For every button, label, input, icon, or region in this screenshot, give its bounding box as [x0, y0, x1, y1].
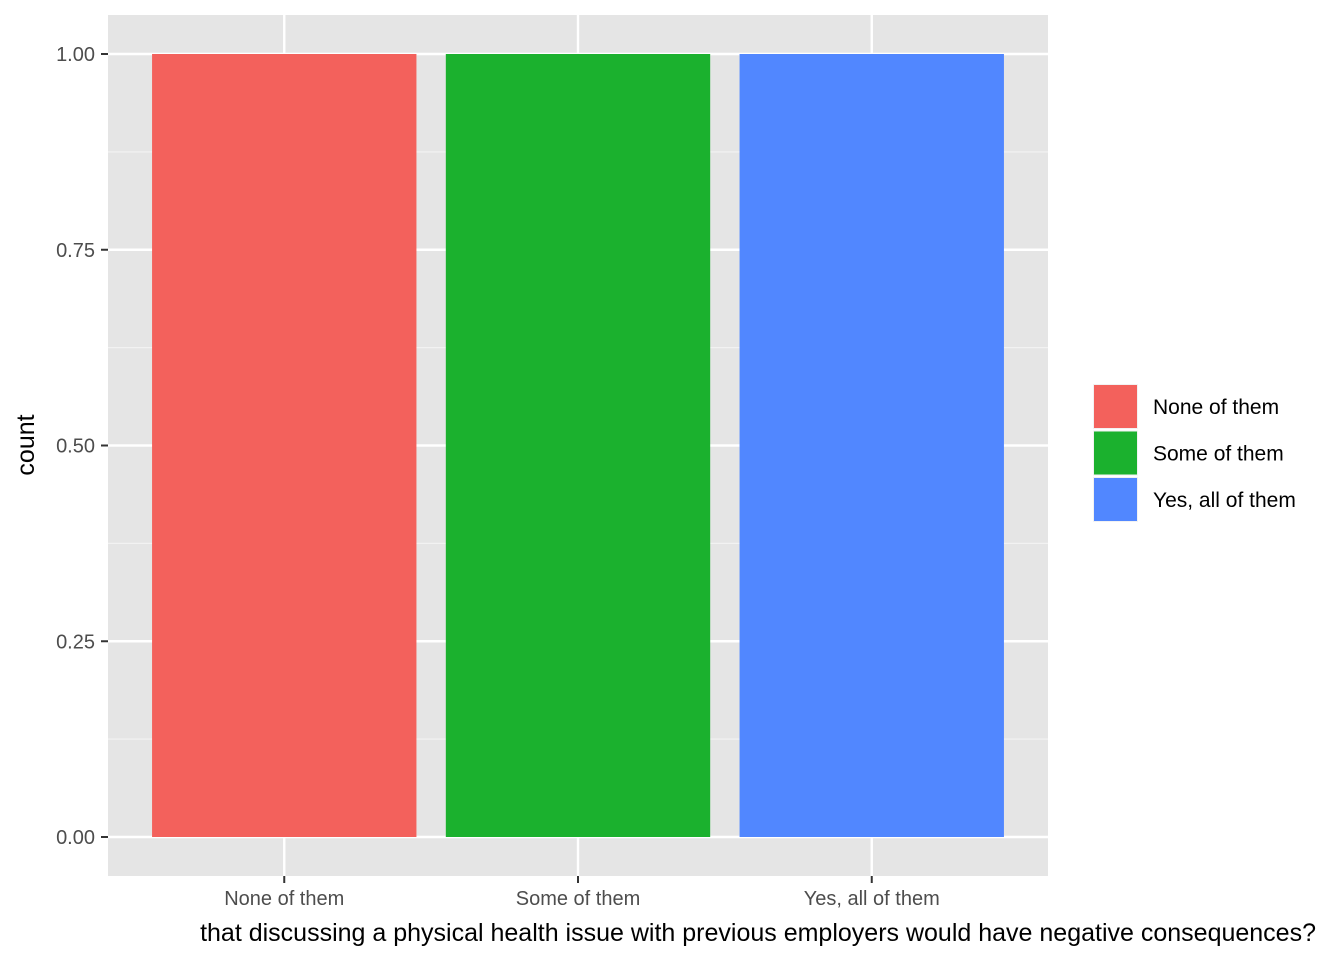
y-tick-label: 0.00 — [56, 827, 95, 849]
y-axis: 0.00 0.25 0.50 0.75 1.00 — [56, 44, 108, 849]
bar — [152, 54, 417, 837]
x-tick-label: None of them — [224, 888, 344, 910]
y-tick-label: 0.75 — [56, 240, 95, 262]
y-tick-label: 1.00 — [56, 44, 95, 66]
bar — [445, 54, 711, 837]
legend-label: None of them — [1153, 396, 1279, 419]
y-tick-label: 0.50 — [56, 436, 95, 458]
legend-swatch — [1094, 385, 1137, 428]
y-axis-title: count — [12, 414, 40, 475]
x-axis: None of them Some of them Yes, all of them — [224, 876, 940, 910]
y-tick-label: 0.25 — [56, 631, 95, 653]
bars-layer — [152, 54, 1004, 837]
x-tick-label: Yes, all of them — [804, 888, 940, 910]
x-axis-title: that discussing a physical health issue … — [200, 919, 1316, 947]
legend-label: Yes, all of them — [1153, 489, 1296, 512]
legend-label: Some of them — [1153, 443, 1284, 466]
legend: None of them Some of them Yes, all of them — [1093, 384, 1296, 522]
bar — [739, 54, 1004, 837]
legend-swatch — [1094, 478, 1137, 521]
x-tick-label: Some of them — [516, 888, 641, 910]
legend-swatch — [1094, 431, 1137, 475]
